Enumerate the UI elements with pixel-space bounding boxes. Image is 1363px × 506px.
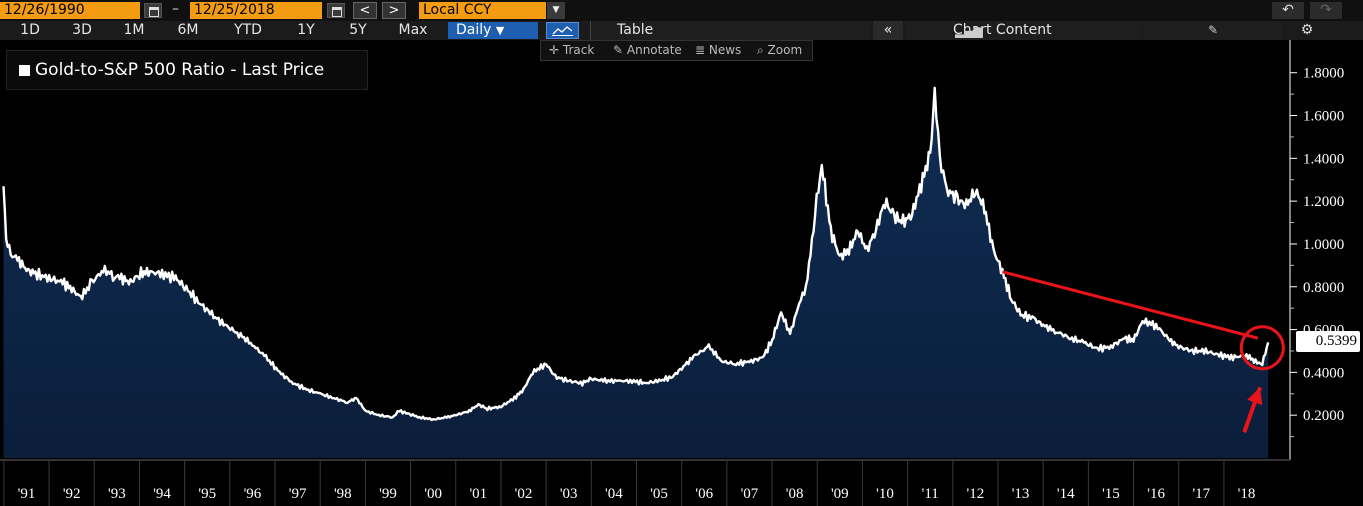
- x-tick-label: '16: [1147, 486, 1165, 502]
- x-axis-baseline: [0, 459, 1290, 461]
- x-tick-label: '98: [334, 486, 352, 502]
- y-tick-label: 1.6000: [1303, 109, 1344, 125]
- x-tick-label: '92: [63, 486, 81, 502]
- collapse-panel-button[interactable]: «: [873, 21, 903, 40]
- legend-swatch: [19, 65, 30, 76]
- x-tick-label: '13: [1012, 486, 1030, 502]
- range-1y-button[interactable]: 1Y: [297, 22, 315, 38]
- x-tick-label: '96: [244, 486, 262, 502]
- x-tick-label: '01: [469, 486, 487, 502]
- chart-legend[interactable]: Gold-to-S&P 500 Ratio - Last Price: [6, 50, 368, 90]
- range-3d-button[interactable]: 3D: [72, 22, 92, 38]
- edit-icon[interactable]: ✎: [1143, 21, 1283, 40]
- x-tick-label: '06: [695, 486, 713, 502]
- x-tick-label: '05: [650, 486, 668, 502]
- range-max-button[interactable]: Max: [398, 22, 428, 38]
- end-date-input[interactable]: 12/25/2018: [190, 2, 322, 19]
- range-ytd-button[interactable]: YTD: [234, 22, 262, 38]
- annotate-tool[interactable]: ✎ Annotate: [613, 43, 682, 57]
- date-separator: –: [172, 1, 179, 17]
- x-tick-label: '95: [198, 486, 216, 502]
- chart-content-button[interactable]: Chart Content: [905, 21, 1141, 40]
- date-toolbar: 12/26/1990 – 12/25/2018 < > Local CCY ▼ …: [0, 0, 1363, 21]
- track-label: Track: [562, 43, 595, 57]
- previous-period-button[interactable]: <: [353, 2, 377, 19]
- annotate-label: Annotate: [626, 43, 682, 57]
- x-tick-label: '11: [922, 486, 939, 502]
- undo-icon[interactable]: ↶: [1272, 2, 1304, 19]
- redo-icon[interactable]: ↷: [1310, 2, 1342, 19]
- chevron-down-icon[interactable]: ▼: [547, 2, 565, 19]
- series-area: [3, 87, 1269, 459]
- x-tick-label: '12: [967, 486, 985, 502]
- x-tick-label: '91: [18, 486, 36, 502]
- y-tick-label: 0.8000: [1303, 280, 1344, 296]
- y-tick-label: 0.2000: [1303, 408, 1344, 424]
- x-tick-label: '15: [1102, 486, 1120, 502]
- x-tick-label: '04: [605, 486, 623, 502]
- arrow-head: [1247, 387, 1263, 406]
- y-tick-label: 1.4000: [1303, 151, 1344, 167]
- y-tick-label: 1.0000: [1303, 237, 1344, 253]
- circle-annotation: [1239, 325, 1285, 371]
- range-1m-button[interactable]: 1M: [123, 22, 145, 38]
- x-tick-label: '99: [379, 486, 397, 502]
- x-tick-label: '03: [560, 486, 578, 502]
- start-date-input[interactable]: 12/26/1990: [0, 2, 140, 19]
- range-5y-button[interactable]: 5Y: [349, 22, 367, 38]
- y-tick-label: 1.2000: [1303, 194, 1344, 210]
- zoom-label: Zoom: [767, 43, 803, 57]
- y-tick-label: 1.8000: [1303, 66, 1344, 82]
- zoom-tool[interactable]: ⌕ Zoom: [757, 43, 803, 57]
- y-tick-label: 0.4000: [1303, 365, 1344, 381]
- x-tick-label: '94: [153, 486, 171, 502]
- gear-icon[interactable]: ⚙: [1300, 22, 1314, 38]
- last-price-label: 0.5399: [1296, 331, 1360, 352]
- x-tick-label: '18: [1238, 486, 1256, 502]
- bar-chart-icon: ▂▄▆: [955, 24, 983, 38]
- x-tick-label: '07: [741, 486, 759, 502]
- x-tick-label: '17: [1192, 486, 1210, 502]
- table-view-button[interactable]: Table: [590, 21, 870, 40]
- range-1d-button[interactable]: 1D: [20, 22, 40, 38]
- news-label: News: [708, 43, 742, 57]
- calendar-icon[interactable]: [144, 3, 162, 18]
- x-tick-label: '00: [424, 486, 442, 502]
- x-tick-label: '02: [515, 486, 533, 502]
- legend-label: Gold-to-S&P 500 Ratio - Last Price: [35, 60, 325, 80]
- range-toolbar: 1D 3D 1M 6M YTD 1Y 5Y Max Daily ▼ Table …: [0, 21, 1363, 40]
- chevron-down-icon: ▼: [495, 24, 505, 37]
- frequency-select[interactable]: Daily ▼: [448, 22, 538, 39]
- track-tool[interactable]: ✛ Track: [549, 43, 595, 57]
- x-tick-label: '97: [289, 486, 307, 502]
- calendar-icon[interactable]: [327, 3, 345, 18]
- currency-select[interactable]: Local CCY: [419, 2, 546, 19]
- trendline-annotation: [1002, 270, 1259, 340]
- x-tick-label: '14: [1057, 486, 1075, 502]
- frequency-label: Daily: [456, 22, 492, 38]
- line-chart-icon[interactable]: [546, 22, 579, 39]
- next-period-button[interactable]: >: [382, 2, 406, 19]
- news-tool[interactable]: ≣ News: [695, 43, 742, 57]
- x-tick-label: '93: [108, 486, 126, 502]
- range-6m-button[interactable]: 6M: [177, 22, 199, 38]
- x-tick-label: '09: [831, 486, 849, 502]
- chart-tools: ✛ Track ✎ Annotate ≣ News ⌕ Zoom: [540, 40, 813, 61]
- x-tick-label: '08: [786, 486, 804, 502]
- x-tick-label: '10: [876, 486, 894, 502]
- series-line: [2, 86, 1270, 422]
